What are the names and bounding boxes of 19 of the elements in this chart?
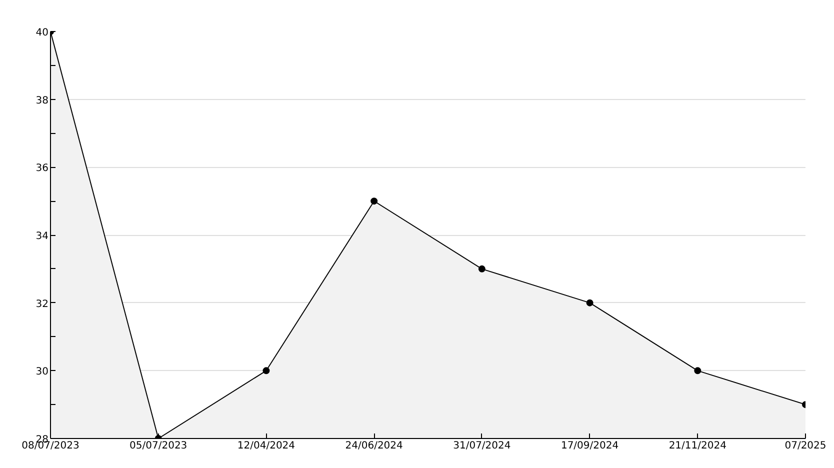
x-tick-label: 21/11/2024 xyxy=(668,440,726,452)
point xyxy=(370,198,378,205)
point xyxy=(694,367,702,374)
y-tick-label: 34 xyxy=(36,231,49,242)
y-tick-label: 38 xyxy=(36,95,49,106)
point xyxy=(262,367,270,374)
point xyxy=(586,299,594,306)
x-tick-label: 24/06/2024 xyxy=(345,440,403,452)
x-tick-label: 31/07/2024 xyxy=(453,440,511,452)
y-tick-label: 30 xyxy=(36,366,49,378)
x-tick-label: 17/09/2024 xyxy=(560,440,619,452)
y-tick-label: 36 xyxy=(36,163,49,174)
x-tick-label: 07/2025 xyxy=(784,440,826,452)
y-tick-label: 40 xyxy=(36,28,49,38)
x-tick-label: 05/07/2023 xyxy=(130,440,188,452)
y-tick-label: 32 xyxy=(36,298,49,310)
point xyxy=(478,265,486,272)
x-tick-label: 12/04/2024 xyxy=(237,440,296,452)
x-tick-label: 08/07/2023 xyxy=(22,440,80,452)
